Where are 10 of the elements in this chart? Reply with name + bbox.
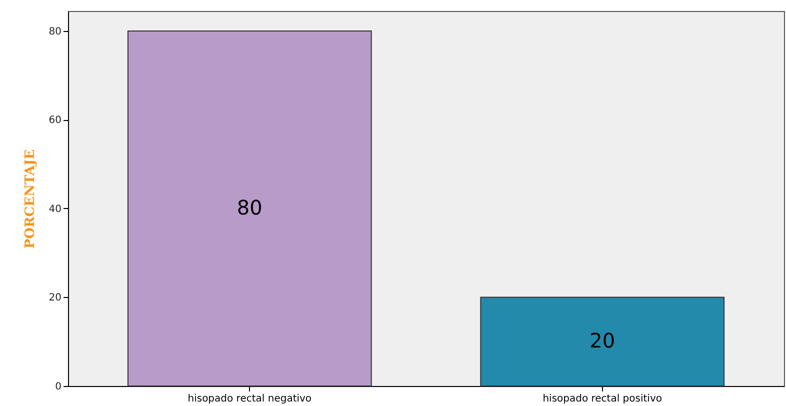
data-label: 20 bbox=[590, 328, 616, 353]
y-tick-label: 40 bbox=[48, 204, 62, 215]
x-tick-label: hisopado rectal positivo bbox=[542, 394, 662, 404]
y-tick-label: 60 bbox=[48, 115, 62, 126]
y-tick-label: 0 bbox=[55, 382, 62, 392]
y-tick-label: 20 bbox=[48, 292, 62, 304]
data-label: 80 bbox=[236, 195, 262, 220]
y-tick-label: 80 bbox=[48, 26, 62, 38]
x-tick-label: hisopado rectal negativo bbox=[188, 394, 312, 404]
y-axis-title: PORCENTAJE bbox=[22, 149, 38, 249]
